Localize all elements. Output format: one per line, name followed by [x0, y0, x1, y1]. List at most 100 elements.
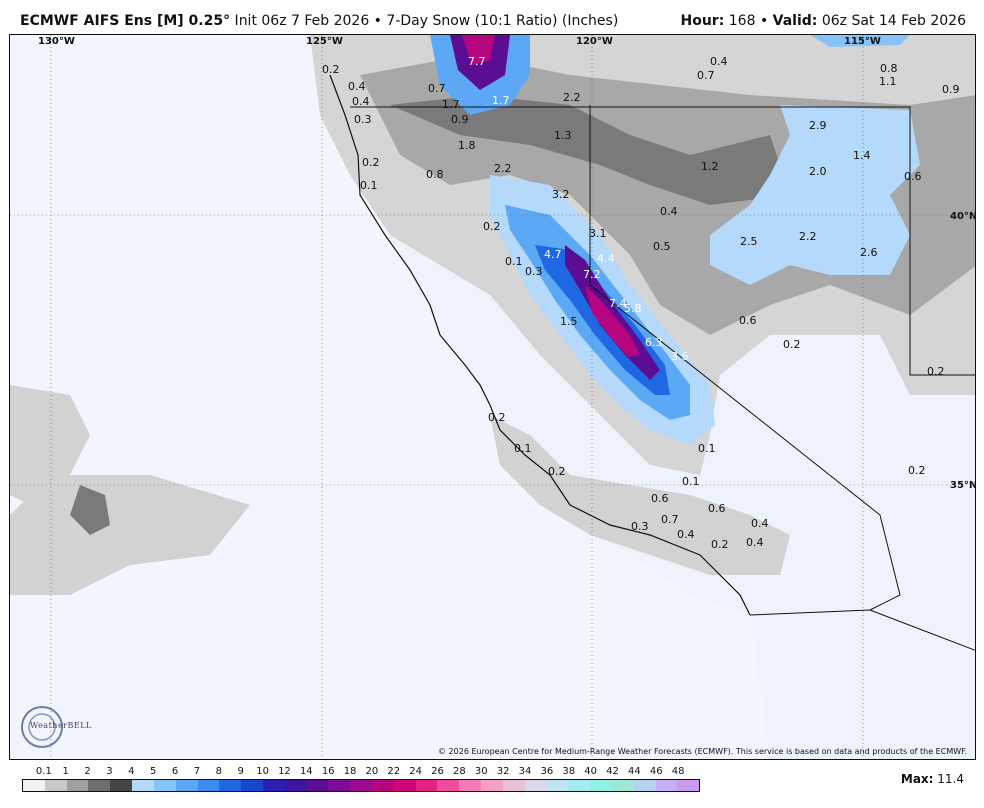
snow-labels: 7.7 0.2 0.4 0.7 0.4 1.7 1.7 0.3 0.9 2.2 …	[322, 55, 960, 551]
snow-label: 0.4	[710, 55, 728, 68]
max-value-number: 11.4	[933, 772, 964, 786]
legend-tick-label: 3	[106, 766, 113, 777]
legend-swatch	[306, 780, 329, 791]
legend-swatch	[328, 780, 351, 791]
legend-tick-label: 20	[365, 766, 379, 777]
snow-label: 0.4	[348, 80, 366, 93]
legend-tick-label: 26	[431, 766, 444, 777]
snow-label: 0.1	[682, 475, 700, 488]
legend-swatch	[88, 780, 111, 791]
lon-115-label: 115°W	[844, 36, 881, 47]
snow-label: 0.2	[927, 365, 945, 378]
legend-tick-label: 9	[237, 766, 244, 777]
legend-tick-label: 36	[540, 766, 554, 777]
snow-label: 4.7	[544, 248, 562, 261]
snow-label: 0.9	[451, 113, 469, 126]
snow-label: 0.7	[697, 69, 715, 82]
coastline	[329, 74, 751, 616]
snow-label: 0.2	[711, 538, 729, 551]
snow-label: 0.4	[352, 95, 370, 108]
legend-tick-label: 18	[343, 766, 357, 777]
snow-label: 0.2	[783, 338, 801, 351]
legend-tick-label: 44	[628, 766, 641, 777]
legend-tick-label: 34	[518, 766, 532, 777]
product-name: 7-Day Snow (10:1 Ratio) (Inches)	[386, 13, 619, 29]
copyright-notice: © 2026 European Centre for Medium-Range …	[438, 747, 967, 756]
legend-swatch	[502, 780, 525, 791]
legend-tick-label: 32	[496, 766, 510, 777]
init-time: Init 06z 7 Feb 2026	[230, 13, 370, 29]
snow-label: 0.2	[362, 156, 380, 169]
legend-swatch	[546, 780, 569, 791]
legend-swatch	[262, 780, 285, 791]
snow-gray-offshore	[10, 385, 250, 595]
snow-nevada-light-blue	[710, 105, 920, 285]
max-value: Max: 11.4	[900, 772, 964, 786]
snow-label: 0.8	[880, 62, 898, 75]
model-name: ECMWF AIFS Ens [M] 0.25	[20, 13, 224, 29]
legend-swatch	[437, 780, 460, 791]
legend-tick-label: 4	[128, 766, 135, 777]
snow-label: 0.4	[751, 517, 769, 530]
snow-label: 0.9	[942, 83, 960, 96]
legend-swatch	[633, 780, 656, 791]
map-canvas: 130°W 125°W 120°W 115°W 40°N 35°N 7.7 0.…	[10, 35, 976, 759]
legend-tick-label: 38	[562, 766, 576, 777]
legend-swatch	[132, 780, 154, 791]
snow-idaho-light-blue	[810, 35, 910, 47]
snow-label: 2.2	[494, 162, 512, 175]
legend-swatch	[350, 780, 372, 791]
lon-125-label: 125°W	[306, 36, 343, 47]
snow-label: 7.7	[468, 55, 486, 68]
snow-label: 0.1	[360, 179, 378, 192]
snow-sierra-magenta	[585, 285, 640, 357]
snow-sierra-purple	[565, 245, 660, 380]
legend-swatch	[66, 780, 89, 791]
snow-label: 0.2	[488, 411, 506, 424]
legend-swatch	[393, 780, 416, 791]
legend-swatch	[175, 780, 198, 791]
legend-swatch	[110, 780, 133, 791]
snow-label: 0.6	[651, 492, 669, 505]
snow-label: 0.7	[661, 513, 679, 526]
legend-swatch	[459, 780, 482, 791]
snow-label: 1.2	[701, 160, 719, 173]
snow-label: 1.4	[853, 149, 871, 162]
legend-tick-label: 6	[171, 766, 179, 777]
border-mexico	[749, 609, 975, 651]
logo-text: WeatherBELL	[30, 721, 92, 730]
snow-label: 0.2	[483, 220, 501, 233]
legend-tick-label: 8	[215, 766, 223, 777]
legend-tick-label: 28	[453, 766, 466, 777]
snow-label: 2.0	[809, 165, 827, 178]
legend-swatch	[372, 780, 394, 791]
legend-tick-label: 22	[387, 766, 401, 777]
legend-tick-label: 30	[474, 766, 488, 777]
snow-label: 3.1	[589, 227, 607, 240]
legend-tick-label: 12	[278, 766, 291, 777]
legend-color-bar	[22, 779, 700, 792]
legend-tick-label: 14	[299, 766, 313, 777]
legend-swatch	[197, 780, 220, 791]
snow-label: 0.8	[426, 168, 444, 181]
legend-tick-labels: 0.1 1 2 3 4 5 6 7 8 9 10 12 14 16 18 20 22 24 26 28 30 32 34 36…	[22, 766, 702, 778]
legend-tick-label: 48	[671, 766, 685, 777]
snow-label: 0.3	[354, 113, 372, 126]
snow-label: 7.2	[583, 268, 601, 281]
legend-swatch	[611, 780, 634, 791]
header-title: ECMWF AIFS Ens [M] 0.25° Init 06z 7 Feb …	[20, 13, 619, 29]
snow-label: 1.7	[492, 94, 510, 107]
snow-label: 2.9	[809, 119, 827, 132]
legend-swatch	[23, 780, 45, 791]
logo-swirl-icon	[21, 706, 63, 748]
snow-label: 0.5	[653, 240, 671, 253]
legend-swatch	[481, 780, 503, 791]
snow-label: 1.7	[442, 98, 460, 111]
legend-swatch	[568, 780, 591, 791]
legend-swatch	[219, 780, 242, 791]
snow-label: 0.3	[631, 520, 649, 533]
lat-35-label: 35°N	[950, 480, 976, 491]
legend-tick-label: 16	[321, 766, 335, 777]
lon-130-label: 130°W	[38, 36, 75, 47]
snow-label: 0.4	[677, 528, 695, 541]
